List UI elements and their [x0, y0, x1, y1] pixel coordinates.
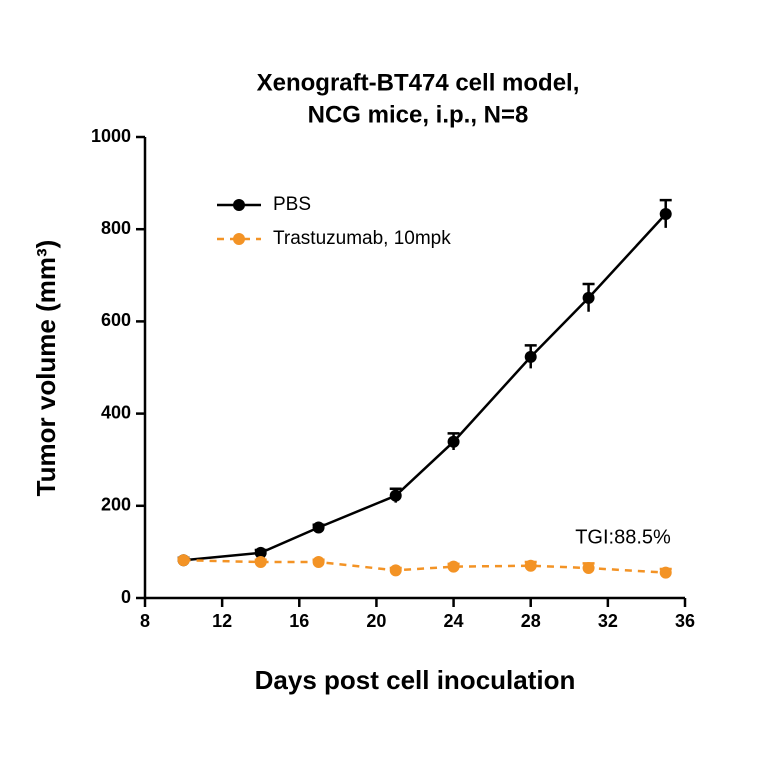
data-point: [447, 435, 460, 448]
data-point: [524, 350, 537, 363]
legend-label: Trastuzumab, 10mpk: [273, 228, 451, 249]
y-tick-label: 400: [101, 402, 131, 422]
data-point: [582, 562, 595, 575]
y-tick-label: 0: [121, 587, 131, 607]
chart-title: NCG mice, i.p., N=8: [308, 101, 529, 128]
x-tick-label: 32: [598, 611, 618, 631]
data-point: [447, 560, 460, 573]
data-point: [312, 521, 325, 534]
x-tick-label: 16: [289, 611, 309, 631]
data-point: [254, 556, 267, 569]
x-tick-label: 28: [521, 611, 541, 631]
data-point: [389, 564, 402, 577]
series-line: [183, 558, 666, 574]
x-tick-label: 24: [444, 611, 464, 631]
legend-label: PBS: [273, 194, 311, 215]
data-point: [659, 207, 672, 220]
data-point: [389, 489, 402, 502]
legend-marker: [233, 199, 245, 211]
x-tick-label: 20: [366, 611, 386, 631]
x-axis-title: Days post cell inoculation: [255, 665, 576, 695]
y-tick-label: 800: [101, 218, 131, 238]
y-tick-label: 200: [101, 495, 131, 515]
data-point: [659, 566, 672, 579]
data-point: [524, 559, 537, 572]
data-point: [177, 554, 190, 567]
x-tick-label: 8: [140, 611, 150, 631]
legend-marker: [233, 233, 245, 245]
annotation: TGI:88.5%: [575, 526, 671, 548]
y-tick-label: 1000: [91, 126, 131, 146]
chart-title: Xenograft-BT474 cell model,: [257, 69, 580, 96]
x-tick-label: 36: [675, 611, 695, 631]
data-point: [254, 546, 267, 559]
y-axis-title: Tumor volume (mm³): [31, 240, 61, 497]
x-tick-label: 12: [212, 611, 232, 631]
data-point: [312, 556, 325, 569]
data-point: [582, 291, 595, 304]
series-line: [183, 213, 667, 562]
y-tick-label: 600: [101, 310, 131, 330]
